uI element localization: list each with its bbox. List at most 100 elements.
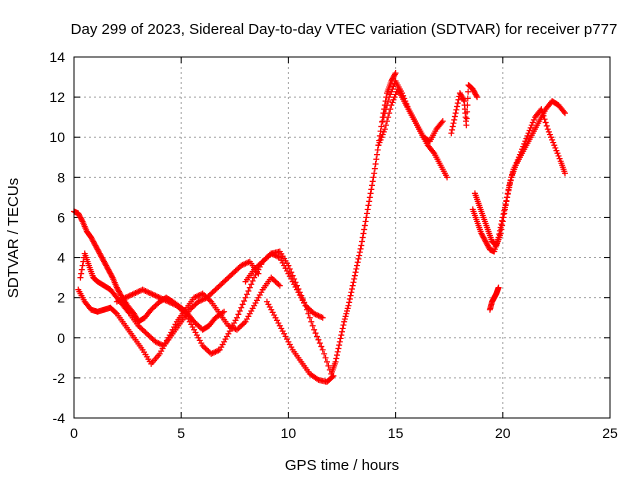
y-tick-label: 6 <box>57 209 65 225</box>
data-point-track-e-107 <box>361 222 368 229</box>
data-point-track-k-101 <box>556 155 563 162</box>
data-point-track-e-39 <box>298 292 305 299</box>
data-point-track-b-53 <box>125 309 132 316</box>
y-tick-label: 14 <box>49 49 65 65</box>
data-point-track-i-42 <box>474 94 481 101</box>
data-point-track-e-102 <box>358 242 365 249</box>
data-point-track-e-87 <box>347 292 354 299</box>
data-point-track-i-29 <box>465 88 472 95</box>
data-point-track-k-51 <box>506 184 513 191</box>
data-point-track-e-123 <box>373 156 380 163</box>
data-point-track-e-106 <box>361 226 368 233</box>
data-point-track-d-84 <box>233 314 240 321</box>
data-point-track-k-73 <box>526 127 533 134</box>
data-point-track-e-42 <box>302 302 309 309</box>
data-point-track-e-71 <box>336 342 343 349</box>
data-point-track-e-108 <box>362 218 369 225</box>
data-point-track-k-41 <box>499 217 506 224</box>
data-point-track-h-6 <box>386 94 393 101</box>
data-point-track-g-7 <box>382 122 389 129</box>
data-point-track-e-129 <box>377 128 384 135</box>
y-tick-label: 10 <box>49 129 65 145</box>
data-point-track-g-59 <box>438 119 445 126</box>
data-point-track-g-60 <box>439 118 446 125</box>
data-point-track-e-74 <box>338 332 345 339</box>
data-point-track-d-92 <box>245 287 252 294</box>
data-point-track-i-24 <box>463 122 470 129</box>
data-point-track-k-108 <box>561 170 568 177</box>
data-point-track-e-85 <box>346 299 353 306</box>
data-point-track-e-41 <box>301 299 308 306</box>
data-point-track-i-0 <box>448 130 455 137</box>
data-point-track-g-0 <box>375 142 382 149</box>
plot-frame <box>73 56 611 419</box>
data-point-track-i-7 <box>453 106 460 113</box>
data-point-track-g-2 <box>377 136 384 143</box>
data-point-track-f-47 <box>329 373 336 380</box>
x-tick-label: 20 <box>495 425 511 441</box>
data-point-track-e-125 <box>374 146 381 153</box>
data-point-track-b-3 <box>79 262 86 269</box>
data-point-track-k-48 <box>504 194 511 201</box>
data-point-track-i-27 <box>464 102 471 109</box>
data-point-track-k-94 <box>549 136 556 143</box>
data-point-track-d-95 <box>249 277 256 284</box>
data-point-track-k-89 <box>543 122 550 129</box>
data-point-track-k-92 <box>546 131 553 138</box>
data-point-track-k-72 <box>525 130 532 137</box>
data-point-track-e-83 <box>344 305 351 312</box>
data-point-track-e-109 <box>363 214 370 221</box>
data-point-track-e-86 <box>346 296 353 303</box>
data-point-track-d-144 <box>319 314 326 321</box>
data-point-track-e-113 <box>366 198 373 205</box>
data-point-track-h-9 <box>389 86 396 93</box>
data-point-track-e-55 <box>321 350 328 357</box>
data-point-track-e-98 <box>355 255 362 262</box>
data-point-track-k-93 <box>548 134 555 141</box>
data-point-track-k-64 <box>516 151 523 158</box>
data-point-track-k-70 <box>523 135 530 142</box>
data-point-track-e-50 <box>313 333 320 340</box>
data-point-track-k-88 <box>542 119 549 126</box>
data-point-track-h-3 <box>382 106 389 113</box>
data-point-track-e-66 <box>332 358 339 365</box>
data-point-track-j-101 <box>560 108 567 115</box>
data-point-track-e-35 <box>292 279 299 286</box>
data-point-track-k-44 <box>501 207 508 214</box>
data-point-track-e-112 <box>365 202 372 209</box>
data-point-track-k-86 <box>540 112 547 119</box>
data-point-track-e-95 <box>353 265 360 272</box>
data-point-track-g-1 <box>376 139 383 146</box>
data-point-track-e-77 <box>340 322 347 329</box>
data-point-track-e-34 <box>291 275 298 282</box>
data-point-track-a-53 <box>108 273 115 280</box>
data-point-track-h-60 <box>444 174 451 181</box>
data-point-track-e-75 <box>339 328 345 335</box>
data-point-track-e-69 <box>334 348 341 355</box>
data-point-track-k-37 <box>496 231 503 238</box>
data-point-track-e-78 <box>341 318 348 325</box>
data-point-track-h-5 <box>385 98 392 105</box>
data-point-track-e-79 <box>341 316 348 323</box>
data-point-track-g-13 <box>389 99 396 106</box>
data-point-track-k-91 <box>545 128 552 135</box>
data-point-track-h-1 <box>380 114 387 121</box>
data-point-track-e-114 <box>366 194 373 201</box>
data-point-track-e-72 <box>336 338 343 345</box>
data-point-track-d-89 <box>241 298 248 305</box>
x-tick-label: 10 <box>281 425 297 441</box>
data-point-track-k-98 <box>553 147 560 154</box>
data-point-track-e-122 <box>372 160 379 167</box>
data-point-track-k-46 <box>502 201 509 208</box>
data-point-track-l-24 <box>495 284 502 291</box>
y-tick-label: 2 <box>57 290 65 306</box>
data-point-track-h-8 <box>388 88 395 95</box>
data-point-track-c-150 <box>276 282 283 289</box>
data-point-track-k-39 <box>497 224 504 231</box>
data-point-track-k-90 <box>544 126 551 133</box>
x-tick-label: 0 <box>70 425 78 441</box>
x-tick-label: 5 <box>177 425 185 441</box>
data-point-track-b-2 <box>78 266 85 273</box>
data-point-track-e-30 <box>285 262 292 269</box>
data-point-track-e-105 <box>360 230 367 237</box>
